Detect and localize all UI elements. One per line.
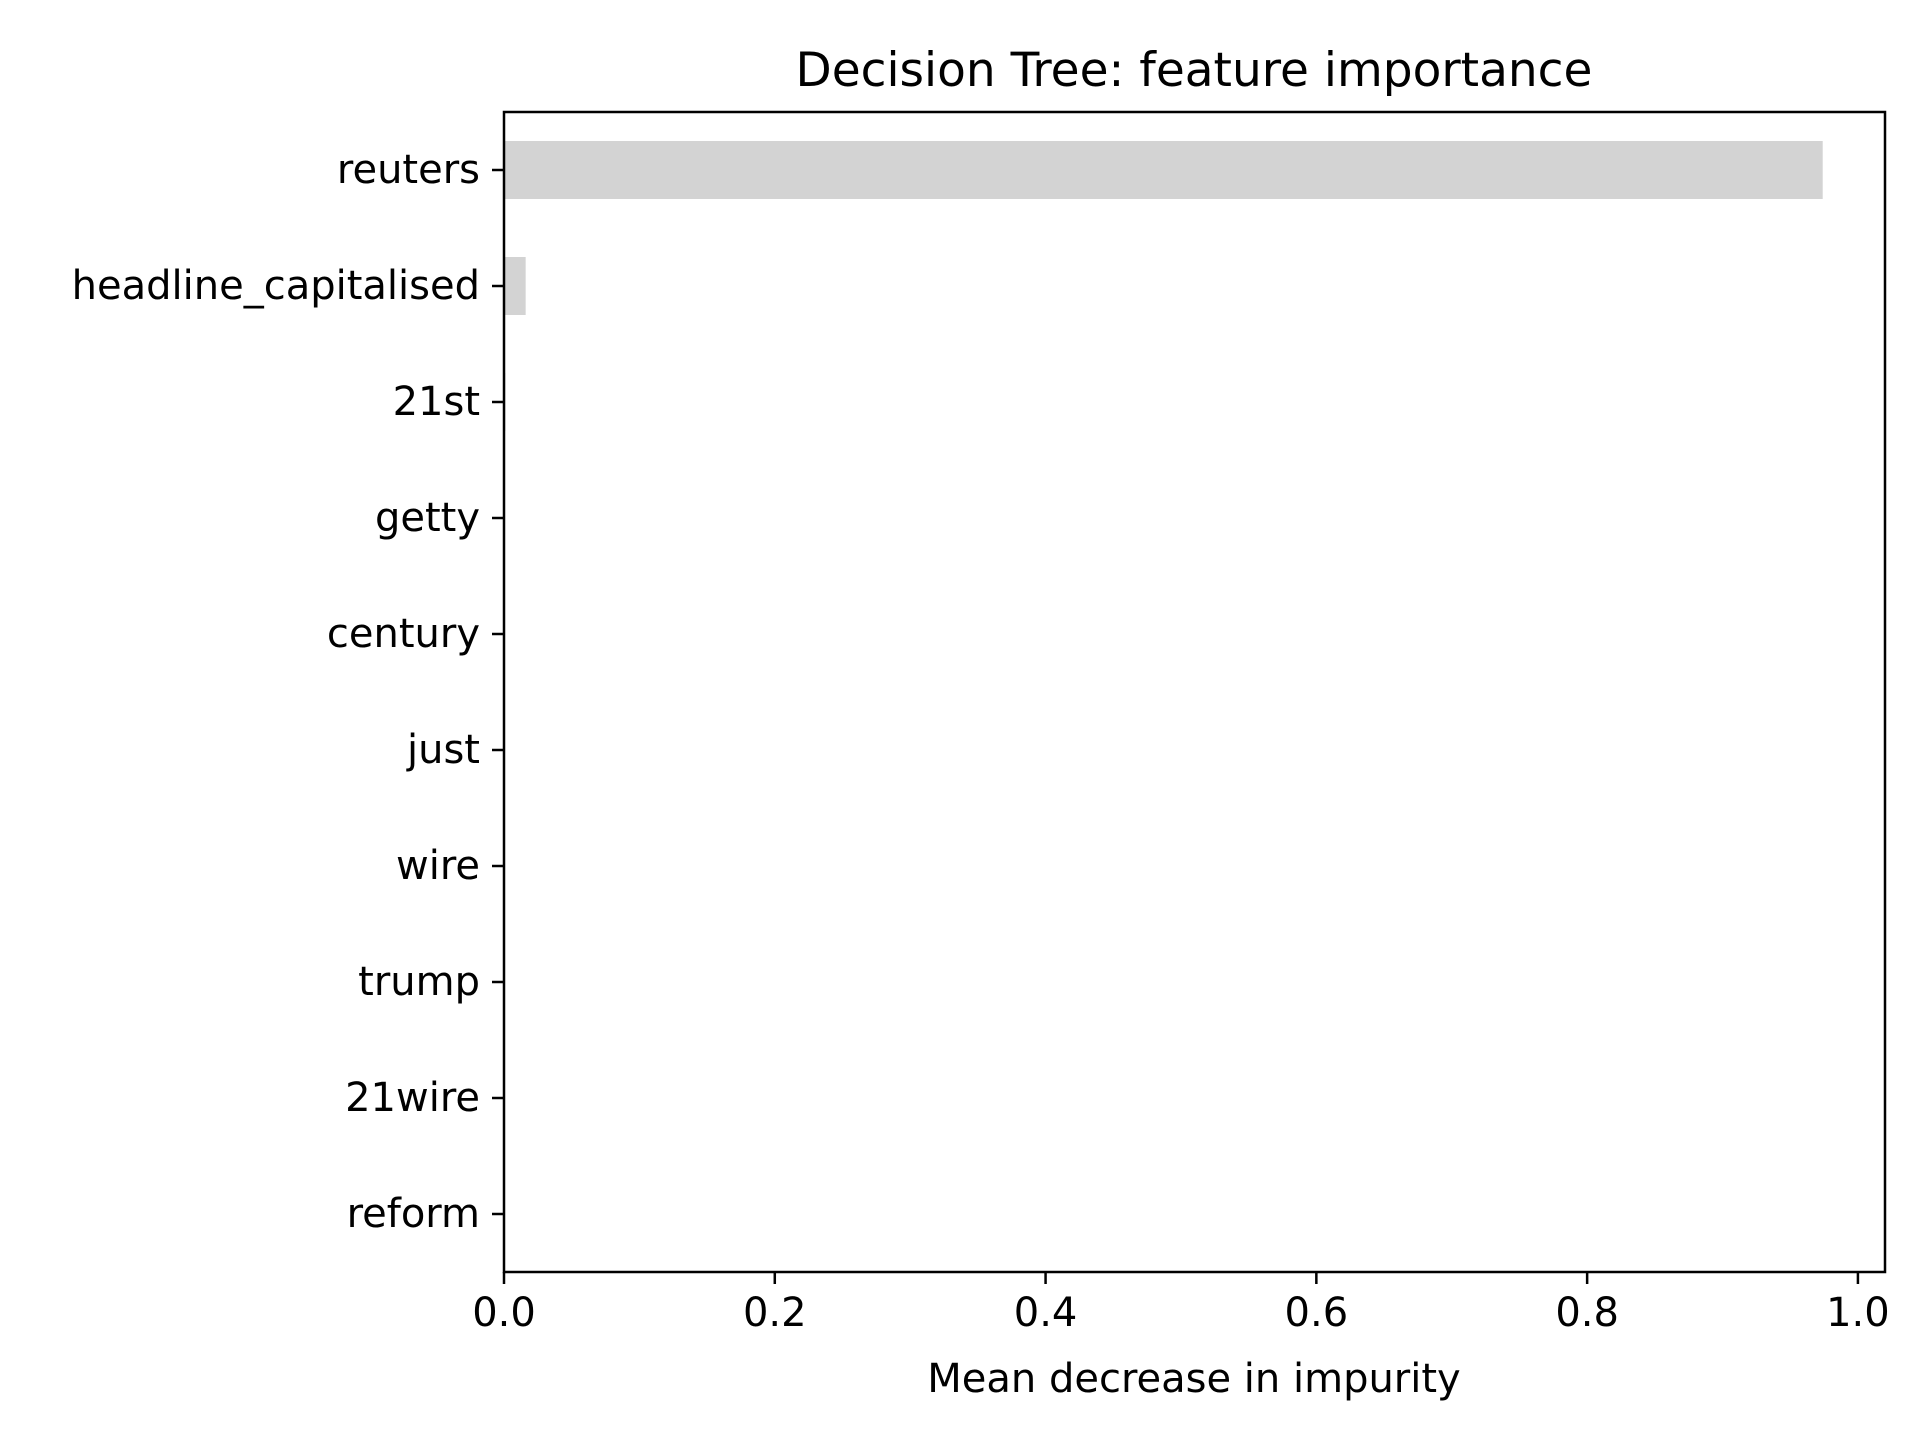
chart-title: Decision Tree: feature importance xyxy=(796,43,1593,98)
x-axis: 0.0 0.2 0.4 0.6 0.8 1.0 xyxy=(472,1272,1890,1336)
y-tick-label: getty xyxy=(375,495,480,541)
y-tick-label: reform xyxy=(347,1191,480,1237)
y-tick-label: trump xyxy=(358,959,480,1005)
y-tick-label: century xyxy=(327,611,480,657)
x-axis-label: Mean decrease in impurity xyxy=(927,1356,1460,1402)
x-tick-label: 0.0 xyxy=(472,1290,536,1336)
bars-layer xyxy=(504,141,1823,431)
bar-headline_capitalised xyxy=(504,257,526,315)
y-tick-label: 21st xyxy=(393,379,480,425)
y-tick-label: just xyxy=(406,727,480,773)
y-tick-label: headline_capitalised xyxy=(72,263,480,309)
x-tick-label: 1.0 xyxy=(1826,1290,1890,1336)
bar-reuters xyxy=(504,141,1823,199)
x-tick-label: 0.4 xyxy=(1014,1290,1078,1336)
x-tick-label: 0.2 xyxy=(743,1290,807,1336)
y-tick-label: 21wire xyxy=(345,1075,480,1121)
y-tick-label: wire xyxy=(396,843,480,889)
plot-frame xyxy=(502,110,1887,1274)
y-axis: reuters headline_capitalised 21st getty cent… xyxy=(72,147,504,1237)
x-tick-label: 0.6 xyxy=(1285,1290,1349,1336)
y-tick-label: reuters xyxy=(337,147,480,193)
x-tick-label: 0.8 xyxy=(1555,1290,1619,1336)
